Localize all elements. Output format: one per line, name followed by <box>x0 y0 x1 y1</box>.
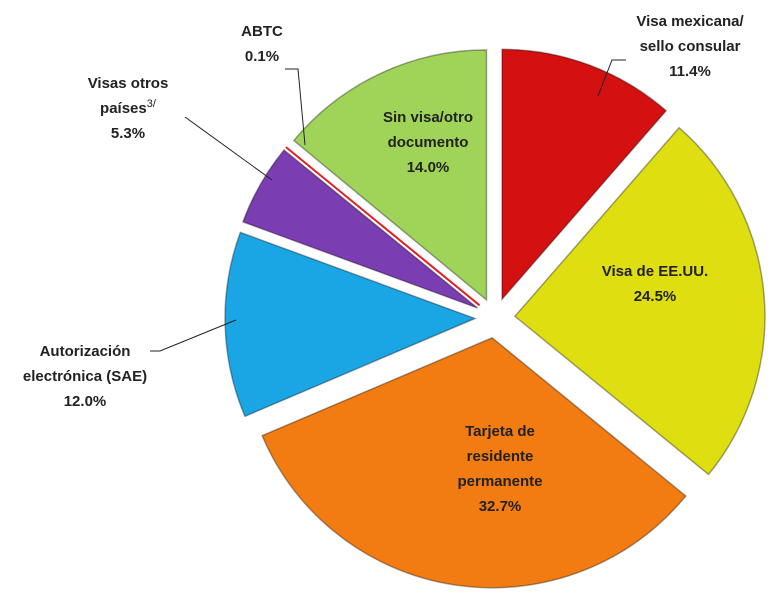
pie-slice <box>241 148 479 309</box>
slice-label: países3/ <box>100 98 157 117</box>
slice-label-text: Sin visa/otro <box>383 109 473 126</box>
value-label: 14.0% <box>407 159 450 176</box>
slice-label: electrónica (SAE) <box>23 368 147 385</box>
slice-label-text: Visas otros <box>88 75 169 92</box>
slices <box>224 48 766 589</box>
slice-label-text: electrónica (SAE) <box>23 368 147 385</box>
pie-slice <box>292 49 488 302</box>
slice-label-text: ABTC <box>241 23 283 40</box>
footnote-mark: 3/ <box>147 98 157 110</box>
slice-label-text: Visa de EE.UU. <box>602 263 708 280</box>
value-label: 12.0% <box>64 393 107 410</box>
value-label: 11.4% <box>669 63 711 80</box>
slice-label-text: Autorización <box>40 343 131 360</box>
slice-label: Tarjeta de <box>465 423 535 440</box>
slice-label: Sin visa/otro <box>383 109 473 126</box>
value-label: 24.5% <box>634 288 677 305</box>
slice-label-text: sello consular <box>640 38 741 55</box>
leader-line <box>597 59 626 97</box>
leader-line <box>150 319 237 352</box>
pie-slice <box>261 336 687 589</box>
pie-slice <box>513 126 766 476</box>
slice-label-text: permanente <box>457 473 542 490</box>
slice-label-text: residente <box>467 448 534 465</box>
value-label: 5.3% <box>111 125 145 142</box>
pie-slice <box>285 146 481 307</box>
slice-label-text: Visa mexicana/ <box>636 13 744 30</box>
slice-label: ABTC <box>241 23 283 40</box>
slice-label: permanente <box>457 473 542 490</box>
slice-label-text: Tarjeta de <box>465 423 535 440</box>
slice-label-text: documento <box>388 134 469 151</box>
slice-label: Visa mexicana/ <box>636 13 744 30</box>
labels: Visa mexicana/sello consular 11.4% Visa de… <box>23 13 745 515</box>
slice-label: sello consular <box>640 38 741 55</box>
slice-label: Visas otros <box>88 75 169 92</box>
leader-line <box>184 116 273 181</box>
slice-label: residente <box>467 448 534 465</box>
slice-label-text: países <box>100 100 147 117</box>
slice-label: documento <box>388 134 469 151</box>
value-label: 32.7% <box>479 498 522 515</box>
slice-label: Autorización <box>40 343 131 360</box>
slice-label: Visa de EE.UU. <box>602 263 708 280</box>
pie-slice <box>501 48 668 302</box>
leader-line <box>285 68 306 146</box>
value-label: 0.1% <box>245 48 279 65</box>
